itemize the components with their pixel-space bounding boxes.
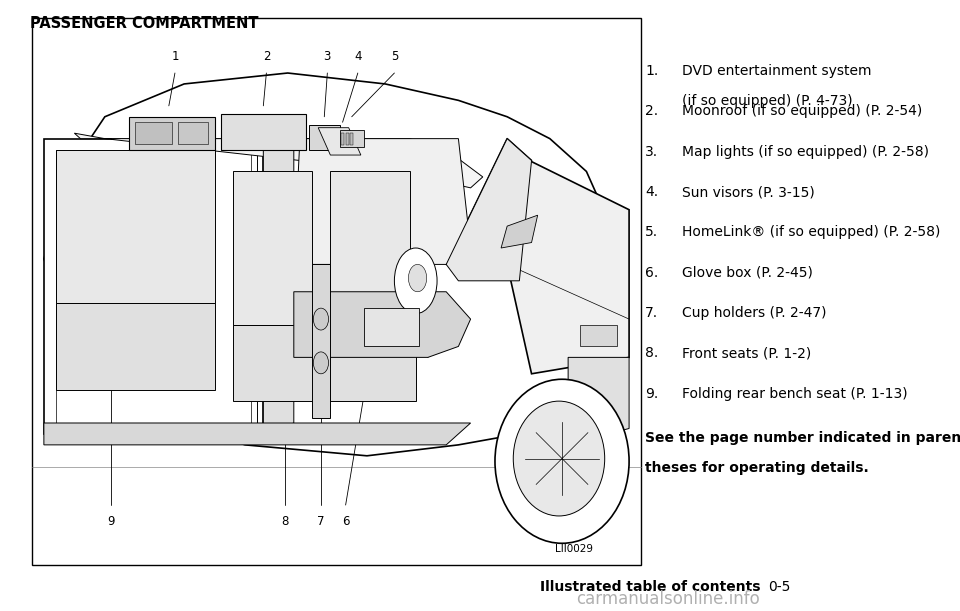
Ellipse shape [313, 308, 328, 330]
Text: theses for operating details.: theses for operating details. [645, 461, 869, 475]
Text: See the page number indicated in paren-: See the page number indicated in paren- [645, 431, 960, 445]
Ellipse shape [395, 248, 437, 313]
Bar [346, 133, 348, 145]
Text: Map lights (if so equipped) (P. 2-58): Map lights (if so equipped) (P. 2-58) [682, 145, 928, 159]
Text: (if so equipped) (P. 4-73): (if so equipped) (P. 4-73) [682, 94, 852, 108]
Text: 1: 1 [171, 50, 179, 63]
Bar [349, 133, 353, 145]
Text: 7: 7 [318, 515, 325, 528]
Text: 5.: 5. [645, 225, 659, 240]
Text: Sun visors (P. 3-15): Sun visors (P. 3-15) [682, 185, 814, 199]
Polygon shape [507, 150, 629, 374]
Text: 2: 2 [263, 50, 270, 63]
Text: DVD entertainment system: DVD entertainment system [682, 64, 871, 78]
Bar [135, 122, 172, 144]
Polygon shape [74, 133, 483, 188]
Text: 4.: 4. [645, 185, 659, 199]
Ellipse shape [514, 401, 605, 516]
Ellipse shape [495, 379, 629, 543]
Bar [221, 114, 306, 150]
Text: 5: 5 [391, 50, 398, 63]
Text: 1.: 1. [645, 64, 659, 78]
Polygon shape [233, 324, 324, 401]
Polygon shape [294, 139, 470, 265]
Polygon shape [44, 423, 470, 445]
Bar [580, 324, 617, 346]
Text: 3: 3 [324, 50, 331, 63]
Polygon shape [446, 139, 532, 281]
Polygon shape [56, 302, 215, 390]
Polygon shape [233, 172, 312, 324]
Text: 4: 4 [354, 50, 362, 63]
Polygon shape [44, 73, 623, 456]
Polygon shape [568, 357, 629, 445]
Polygon shape [294, 291, 470, 357]
Polygon shape [44, 139, 263, 434]
Bar [309, 125, 340, 150]
Polygon shape [330, 172, 410, 324]
Text: carmanualsonline.info: carmanualsonline.info [576, 590, 760, 608]
Polygon shape [56, 150, 215, 302]
Text: 0-5: 0-5 [768, 580, 790, 594]
Text: HomeLink® (if so equipped) (P. 2-58): HomeLink® (if so equipped) (P. 2-58) [682, 225, 940, 240]
Text: Front seats (P. 1-2): Front seats (P. 1-2) [682, 346, 811, 360]
Text: 9.: 9. [645, 387, 659, 401]
Text: 6.: 6. [645, 266, 659, 280]
Text: 7.: 7. [645, 306, 659, 320]
Text: 8.: 8. [645, 346, 659, 360]
Text: 8: 8 [281, 515, 288, 528]
Polygon shape [312, 265, 330, 417]
Text: Cup holders (P. 2-47): Cup holders (P. 2-47) [682, 306, 827, 320]
Bar [364, 308, 419, 346]
Text: LII0029: LII0029 [555, 544, 592, 554]
Polygon shape [330, 324, 416, 401]
Text: 3.: 3. [645, 145, 659, 159]
Text: 9: 9 [108, 515, 114, 528]
Text: Illustrated table of contents: Illustrated table of contents [540, 580, 760, 594]
Text: Moonroof (if so equipped) (P. 2-54): Moonroof (if so equipped) (P. 2-54) [682, 104, 922, 119]
Bar [340, 130, 364, 147]
Text: Glove box (P. 2-45): Glove box (P. 2-45) [682, 266, 812, 280]
Polygon shape [318, 128, 361, 155]
Polygon shape [501, 215, 538, 248]
Text: 2.: 2. [645, 104, 659, 119]
Text: PASSENGER COMPARTMENT: PASSENGER COMPARTMENT [30, 16, 258, 31]
Bar [130, 117, 215, 150]
Text: Folding rear bench seat (P. 1-13): Folding rear bench seat (P. 1-13) [682, 387, 907, 401]
Bar [178, 122, 208, 144]
Ellipse shape [408, 265, 426, 291]
Bar [342, 133, 345, 145]
Ellipse shape [313, 352, 328, 374]
Text: 6: 6 [342, 515, 349, 528]
Bar [32, 18, 641, 565]
Polygon shape [263, 139, 294, 434]
